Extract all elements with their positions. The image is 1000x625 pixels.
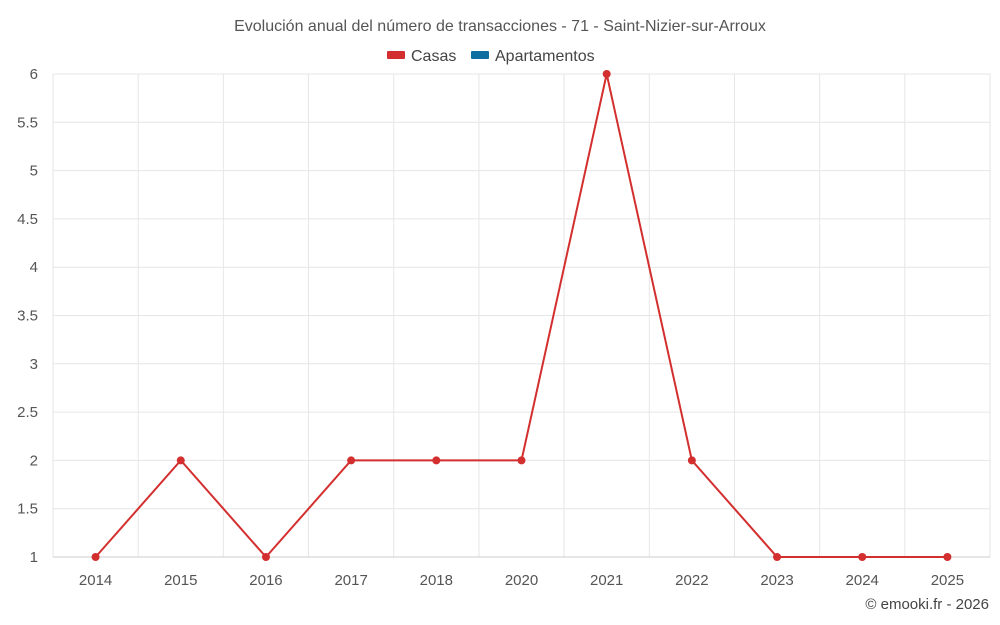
series-casas: [91, 70, 952, 561]
data-point[interactable]: [602, 70, 611, 78]
x-tick-label: 2023: [760, 572, 793, 589]
y-tick-label: 4: [30, 259, 38, 276]
legend-swatch-apartamentos: [471, 51, 489, 59]
legend-swatch-casas: [387, 51, 405, 59]
data-point[interactable]: [773, 553, 782, 561]
x-tick-label: 2015: [164, 572, 197, 589]
y-tick-label: 6: [30, 66, 38, 83]
y-tick-label: 2.5: [17, 404, 38, 421]
data-point[interactable]: [347, 456, 356, 465]
x-tick-label: 2016: [249, 572, 282, 589]
y-tick-label: 5.5: [17, 114, 38, 131]
y-tick-label: 1: [30, 549, 38, 566]
x-tick-label: 2024: [846, 572, 879, 589]
data-point[interactable]: [943, 553, 952, 561]
credit-text: © emooki.fr - 2026: [865, 596, 989, 613]
y-tick-label: 5: [30, 163, 38, 180]
y-axis: 1 1.5 2 2.5 3 3.5 4 4.5 5 5.5 6: [17, 66, 38, 566]
data-point[interactable]: [858, 553, 867, 561]
y-tick-label: 1.5: [17, 501, 38, 518]
chart-title: Evolución anual del número de transaccio…: [234, 18, 766, 35]
data-point[interactable]: [176, 456, 185, 465]
legend: Casas Apartamentos: [387, 48, 595, 65]
data-point[interactable]: [432, 456, 441, 465]
x-tick-label: 2020: [505, 572, 538, 589]
x-tick-label: 2018: [420, 572, 453, 589]
x-tick-label: 2022: [675, 572, 708, 589]
y-tick-label: 3: [30, 356, 38, 373]
data-point[interactable]: [517, 456, 526, 465]
grid: [52, 73, 991, 558]
data-point[interactable]: [261, 553, 270, 561]
series-layer: [91, 70, 952, 561]
y-tick-label: 2: [30, 452, 38, 469]
legend-item-casas[interactable]: Casas: [387, 48, 456, 65]
x-tick-label: 2021: [590, 572, 623, 589]
x-tick-label: 2014: [79, 572, 112, 589]
x-axis: 2014 2015 2016 2017 2018 2020 2021 2022 2023 2024…: [53, 556, 990, 589]
y-tick-label: 4.5: [17, 211, 38, 228]
legend-item-apartamentos[interactable]: Apartamentos: [471, 48, 595, 65]
data-point[interactable]: [687, 456, 696, 465]
y-tick-label: 3.5: [17, 308, 38, 325]
data-point[interactable]: [91, 553, 100, 561]
x-tick-label: 2017: [334, 572, 367, 589]
legend-label-apartamentos: Apartamentos: [495, 48, 595, 65]
legend-label-casas: Casas: [411, 48, 456, 65]
x-tick-label: 2025: [931, 572, 964, 589]
